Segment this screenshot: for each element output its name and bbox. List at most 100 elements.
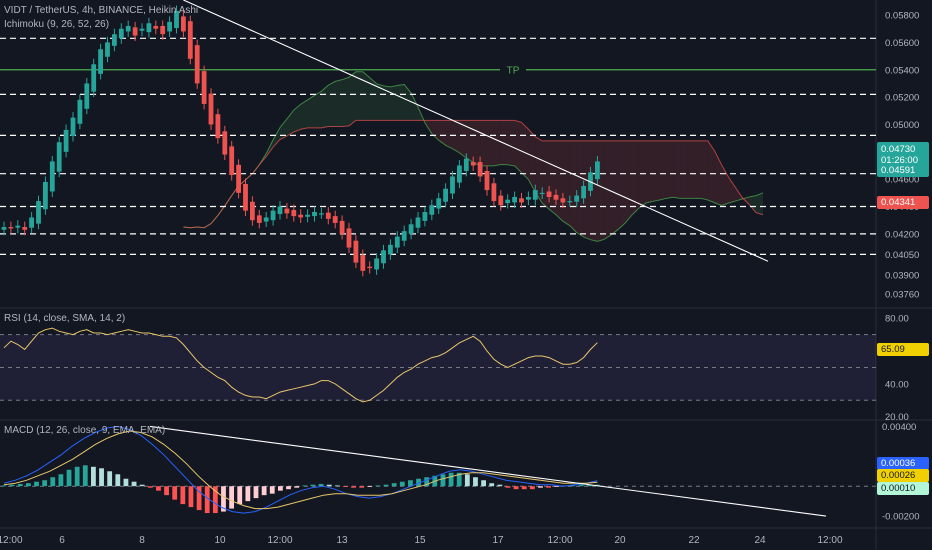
price-axis-label: 0.05000 bbox=[885, 120, 919, 131]
candle-body bbox=[450, 176, 455, 194]
price-axis-label: 0.05800 bbox=[885, 11, 919, 22]
candle-body bbox=[505, 199, 511, 204]
macd-histogram-bar bbox=[1, 485, 7, 487]
time-axis-label: 24 bbox=[754, 535, 766, 546]
cloud-segment bbox=[452, 120, 460, 153]
cloud-segment bbox=[369, 77, 377, 121]
macd-histogram-bar bbox=[123, 478, 129, 487]
rsi-value: 65.09 bbox=[881, 344, 905, 355]
rsi-line bbox=[3, 327, 598, 403]
signal-line bbox=[3, 430, 598, 510]
macd-histogram-bar bbox=[351, 486, 356, 488]
time-axis-label: 8 bbox=[139, 535, 145, 546]
macd-histogram-bar bbox=[25, 483, 31, 487]
candle-body bbox=[132, 27, 138, 36]
candle-body bbox=[36, 201, 41, 224]
time-axis-label: 22 bbox=[688, 535, 700, 546]
cloud-segment bbox=[694, 140, 701, 199]
macd-histogram-bar bbox=[473, 477, 478, 487]
candle-body bbox=[153, 25, 159, 29]
cloud-segment bbox=[528, 129, 536, 193]
macd-histogram-bar bbox=[359, 486, 365, 488]
candle-body bbox=[118, 28, 124, 39]
cloud-segment bbox=[300, 99, 308, 130]
candle-body bbox=[229, 146, 235, 176]
macd-histogram-bar bbox=[269, 486, 275, 494]
macd-histogram-bar bbox=[538, 486, 543, 488]
macd-histogram-bar bbox=[229, 486, 235, 509]
candle-body bbox=[222, 131, 228, 155]
candle-body bbox=[146, 23, 152, 33]
candle-body bbox=[429, 205, 435, 215]
cloud-segment bbox=[507, 120, 515, 166]
macd-histogram-bar bbox=[245, 486, 251, 502]
time-axis-label: 12:00 bbox=[0, 535, 23, 546]
candle-body bbox=[77, 99, 83, 124]
cloud-segment bbox=[687, 140, 694, 199]
macd-histogram-bar bbox=[302, 485, 308, 487]
candle-body bbox=[408, 224, 414, 234]
cloud-segment bbox=[328, 81, 336, 127]
cloud-segment bbox=[666, 140, 674, 199]
candle-body bbox=[374, 258, 379, 270]
cloud-b-value: 0.04341 bbox=[881, 197, 916, 208]
cloud-b-tag: 0.04341 bbox=[877, 196, 929, 209]
macd-histogram-bar bbox=[139, 484, 145, 487]
macd-histogram-bar bbox=[294, 486, 300, 488]
macd-histogram-bar bbox=[578, 484, 584, 487]
candle-body bbox=[305, 214, 310, 217]
candle-body bbox=[15, 225, 21, 228]
macd-histogram-bar bbox=[586, 484, 592, 487]
cloud-a-tag: 0.04591 bbox=[877, 164, 929, 177]
cloud-segment bbox=[376, 83, 384, 121]
rsi-axis-label: 40.00 bbox=[885, 379, 909, 390]
candle-body bbox=[443, 188, 448, 202]
signal-value: 0.00026 bbox=[881, 470, 916, 481]
cloud-segment bbox=[645, 140, 653, 204]
candle-body bbox=[332, 216, 338, 223]
price-trendline bbox=[183, 0, 769, 262]
candle-body bbox=[63, 129, 69, 152]
candle-body bbox=[160, 25, 166, 35]
macd-histogram-bar bbox=[391, 483, 397, 487]
cloud-segment bbox=[631, 140, 639, 216]
macd-tag-1: 0.00036 bbox=[877, 457, 929, 470]
macd-histogram-bar bbox=[416, 478, 421, 487]
cloud-segment bbox=[286, 110, 294, 137]
time-axis-label: 13 bbox=[336, 535, 348, 546]
cloud-segment bbox=[445, 120, 453, 149]
candle-body bbox=[477, 162, 483, 177]
cloud-segment bbox=[473, 120, 481, 166]
time-axis-label: 6 bbox=[59, 535, 65, 546]
cloud-segment bbox=[756, 192, 763, 215]
candle-body bbox=[574, 195, 580, 202]
macd-legend: MACD (12, 26, close, 9, EMA, EMA) bbox=[4, 425, 165, 436]
price-axis-label: 0.04050 bbox=[885, 250, 919, 261]
candle-body bbox=[394, 236, 400, 248]
time-axis-label: 20 bbox=[614, 535, 626, 546]
macd-histogram-bar bbox=[424, 477, 430, 487]
macd-histogram-bar bbox=[546, 486, 552, 488]
candle-body bbox=[1, 227, 7, 230]
cloud-segment bbox=[618, 140, 625, 230]
cloud-segment bbox=[659, 140, 667, 201]
candle-body bbox=[84, 83, 90, 109]
macd-histogram-bar bbox=[481, 480, 486, 487]
candle-body bbox=[56, 142, 62, 172]
macd-histogram-bar bbox=[131, 481, 137, 487]
candle-body bbox=[560, 198, 566, 203]
ichimoku-legend: Ichimoku (9, 26, 52, 26) bbox=[4, 19, 109, 30]
candle-body bbox=[484, 170, 490, 191]
candle-body bbox=[243, 183, 248, 211]
candle-body bbox=[532, 190, 538, 200]
macd-histogram-bar bbox=[164, 486, 169, 496]
macd-histogram-bar bbox=[91, 466, 96, 487]
candle-body bbox=[567, 201, 573, 203]
cloud-segment bbox=[480, 120, 487, 166]
symbol-legend: VIDT / TetherUS, 4h, BINANCE, Heikin Ash… bbox=[4, 5, 198, 16]
macd-tag-2: 0.00026 bbox=[877, 469, 929, 482]
rsi-title: RSI (14, close, SMA, 14, 2) bbox=[4, 313, 126, 324]
candle-body bbox=[112, 34, 117, 46]
